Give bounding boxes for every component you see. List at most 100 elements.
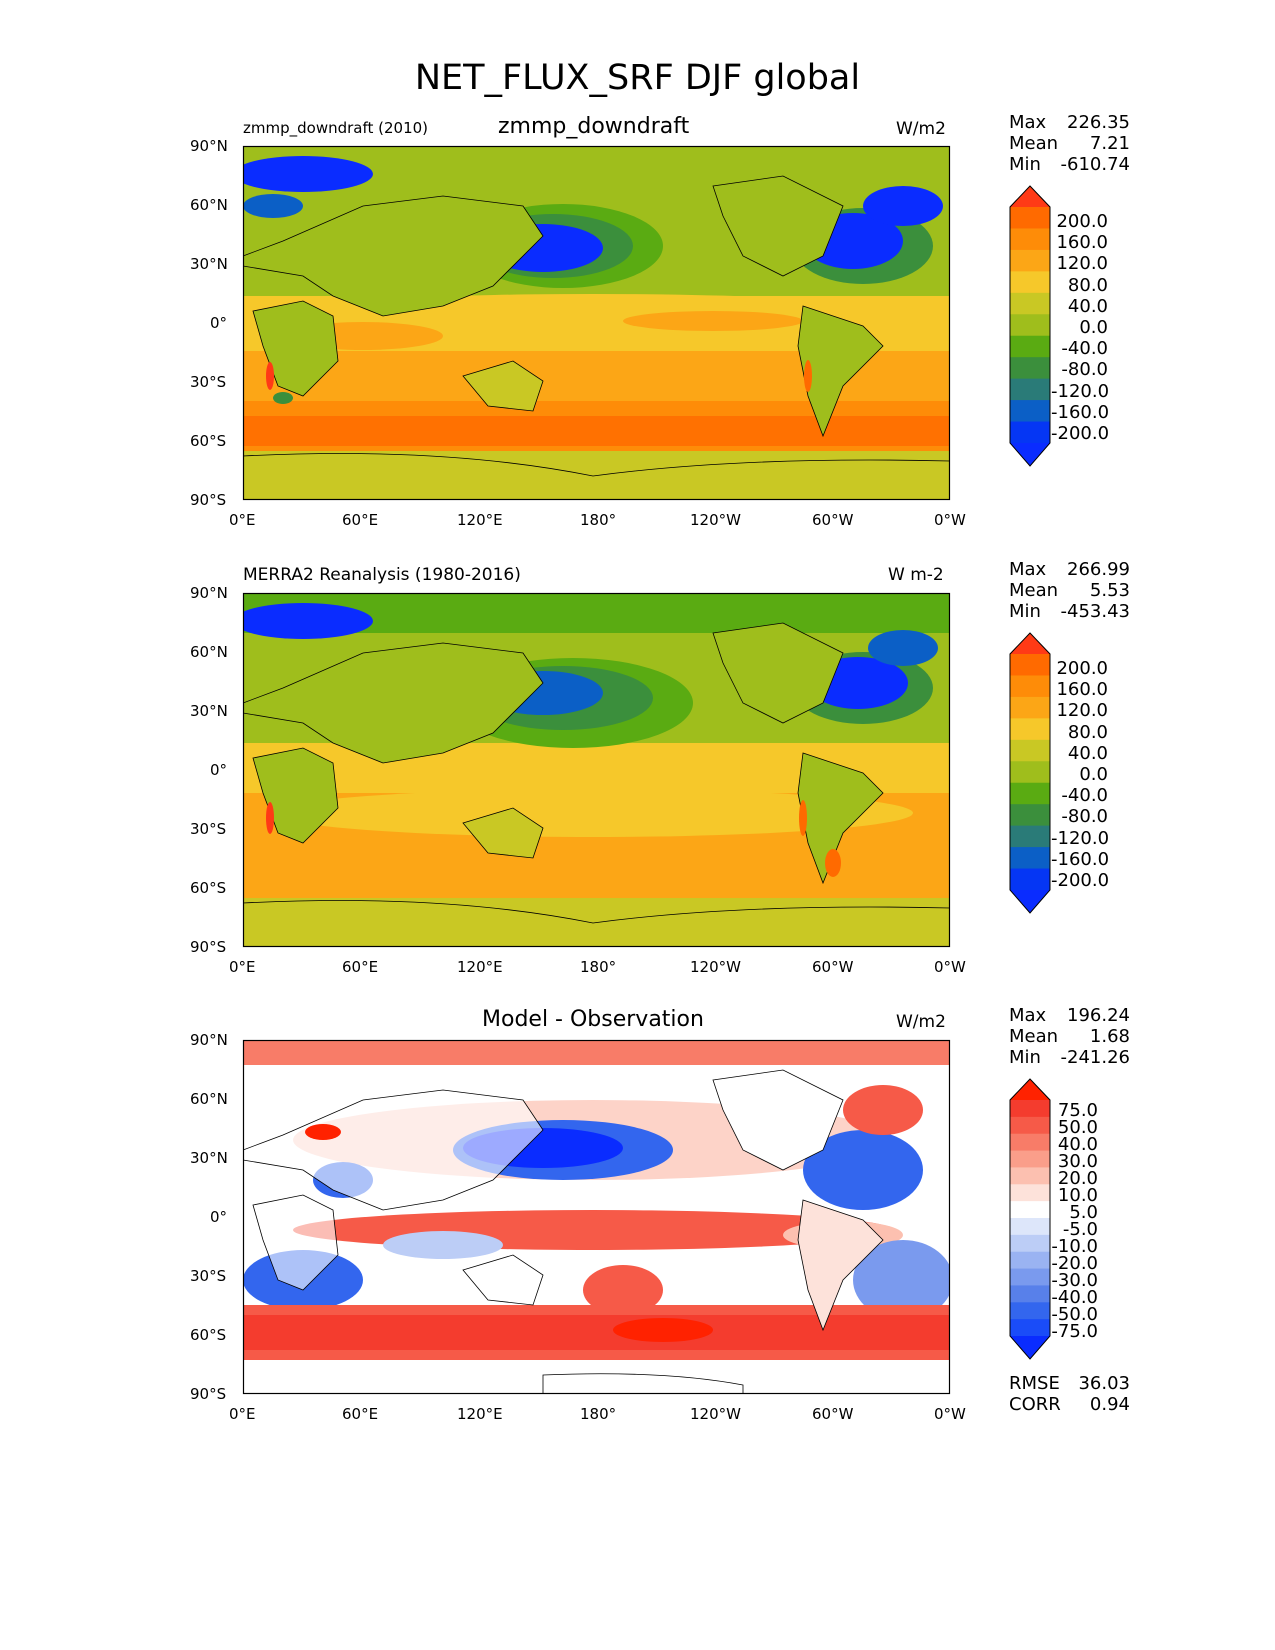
panel1-lat-tick: 90°S [190,491,226,509]
colorbar-extend-top [1010,1079,1050,1100]
panel3-lat-tick: 90°N [190,1031,228,1049]
panel1-min-value: -610.74 [1009,154,1130,175]
panel2-lat-tick: 60°S [190,879,226,897]
panel2-colorbar [1009,632,1051,914]
colorbar-swatch [1010,654,1050,676]
panel1-cbar-tick: -80.0 [1051,359,1108,380]
panel2-lon-tick: 180° [580,958,616,976]
panel2-cbar-tick: -40.0 [1051,785,1108,806]
panel3-lon-tick: 0°W [934,1405,966,1423]
colorbar-swatch [1010,740,1050,762]
colorbar-swatch [1010,293,1050,315]
colorbar-swatch [1010,1134,1050,1151]
panel2-units: W m-2 [888,565,944,585]
panel2-mean-value: 5.53 [1009,580,1130,601]
panel2-lon-tick: 60°W [812,958,853,976]
panel1-cbar-tick: 0.0 [1051,317,1108,338]
panel2-cbar-tick: 160.0 [1051,679,1108,700]
colorbar-swatch [1010,1184,1050,1201]
panel1-cbar-tick: 80.0 [1051,275,1108,296]
panel1-lon-tick: 120°W [690,511,741,529]
panel3-lat-tick: 60°S [190,1326,226,1344]
panel1-colorbar [1009,185,1051,467]
panel3-center-label: Model - Observation [482,1007,704,1032]
panel1-lat-tick: 0° [210,314,227,332]
colorbar-swatch [1010,1235,1050,1252]
panel2-lat-tick: 60°N [190,643,228,661]
colorbar-swatch [1010,826,1050,848]
panel3-units: W/m2 [896,1012,946,1032]
colorbar-swatch [1010,250,1050,272]
panel2-lat-tick: 0° [210,761,227,779]
panel3-lat-tick: 30°S [190,1267,226,1285]
panel1-lon-tick: 60°W [812,511,853,529]
panel3-lat-tick: 90°S [190,1385,226,1403]
colorbar-swatch [1010,1302,1050,1319]
colorbar-swatch [1010,422,1050,444]
colorbar-swatch [1010,761,1050,783]
colorbar-extend-bottom [1010,890,1050,913]
panel2-cbar-tick: -120.0 [1051,828,1108,849]
colorbar-swatch [1010,379,1050,401]
panel3-lat-tick: 30°N [190,1149,228,1167]
panel2-lon-tick: 0°W [934,958,966,976]
panel1-map [243,146,950,500]
colorbar-swatch [1010,1167,1050,1184]
panel3-lat-tick: 0° [210,1208,227,1226]
colorbar-extend-top [1010,186,1050,207]
colorbar-swatch [1010,400,1050,422]
panel2-lon-tick: 120°W [690,958,741,976]
panel1-lat-tick: 60°N [190,196,228,214]
colorbar-swatch [1010,1252,1050,1269]
colorbar-swatch [1010,869,1050,891]
colorbar-extend-bottom [1010,1336,1050,1359]
colorbar-swatch [1010,675,1050,697]
panel1-lat-tick: 60°S [190,432,226,450]
panel1-cbar-tick: 120.0 [1051,253,1108,274]
panel3-lon-tick: 120°W [690,1405,741,1423]
panel3-min-value: -241.26 [1009,1047,1130,1068]
panel3-max-value: 196.24 [1009,1005,1130,1026]
panel2-left-label: MERRA2 Reanalysis (1980-2016) [243,565,521,585]
colorbar-swatch [1010,357,1050,379]
panel3-lon-tick: 60°E [342,1405,378,1423]
panel2-max-value: 266.99 [1009,559,1130,580]
colorbar-swatch [1010,697,1050,719]
panel3-lon-tick: 120°E [457,1405,503,1423]
panel1-cbar-tick: 40.0 [1051,296,1108,317]
colorbar-swatch [1010,1117,1050,1134]
panel3-map [243,1040,950,1394]
panel2-lat-tick: 30°N [190,702,228,720]
panel2-cbar-tick: -80.0 [1051,806,1108,827]
panel3-colorbar [1009,1078,1051,1360]
rmse-value: 36.03 [1009,1373,1130,1394]
panel3-lat-tick: 60°N [190,1090,228,1108]
panel1-lon-tick: 120°E [457,511,503,529]
panel3-lon-tick: 60°W [812,1405,853,1423]
panel2-cbar-tick: 80.0 [1051,722,1108,743]
panel1-cbar-tick: -120.0 [1051,381,1108,402]
colorbar-swatch [1010,1218,1050,1235]
panel2-cbar-tick: -160.0 [1051,849,1108,870]
panel2-cbar-tick: 0.0 [1051,764,1108,785]
panel2-lat-tick: 30°S [190,820,226,838]
panel1-center-label: zmmp_downdraft [498,114,689,139]
panel2-lat-tick: 90°N [190,584,228,602]
panel3-lon-tick: 0°E [229,1405,256,1423]
panel1-lon-tick: 0°W [934,511,966,529]
colorbar-swatch [1010,847,1050,869]
colorbar-swatch [1010,1269,1050,1286]
panel2-lon-tick: 60°E [342,958,378,976]
panel1-lon-tick: 180° [580,511,616,529]
colorbar-swatch [1010,1285,1050,1302]
colorbar-swatch [1010,228,1050,250]
panel3-mean-value: 1.68 [1009,1026,1130,1047]
panel1-lon-tick: 0°E [229,511,256,529]
panel1-max-value: 226.35 [1009,112,1130,133]
colorbar-swatch [1010,1201,1050,1218]
colorbar-swatch [1010,1151,1050,1168]
panel2-map [243,593,950,947]
colorbar-swatch [1010,336,1050,358]
panel3-cbar-tick: -75.0 [1051,1321,1098,1342]
panel1-cbar-tick: -200.0 [1051,423,1108,444]
